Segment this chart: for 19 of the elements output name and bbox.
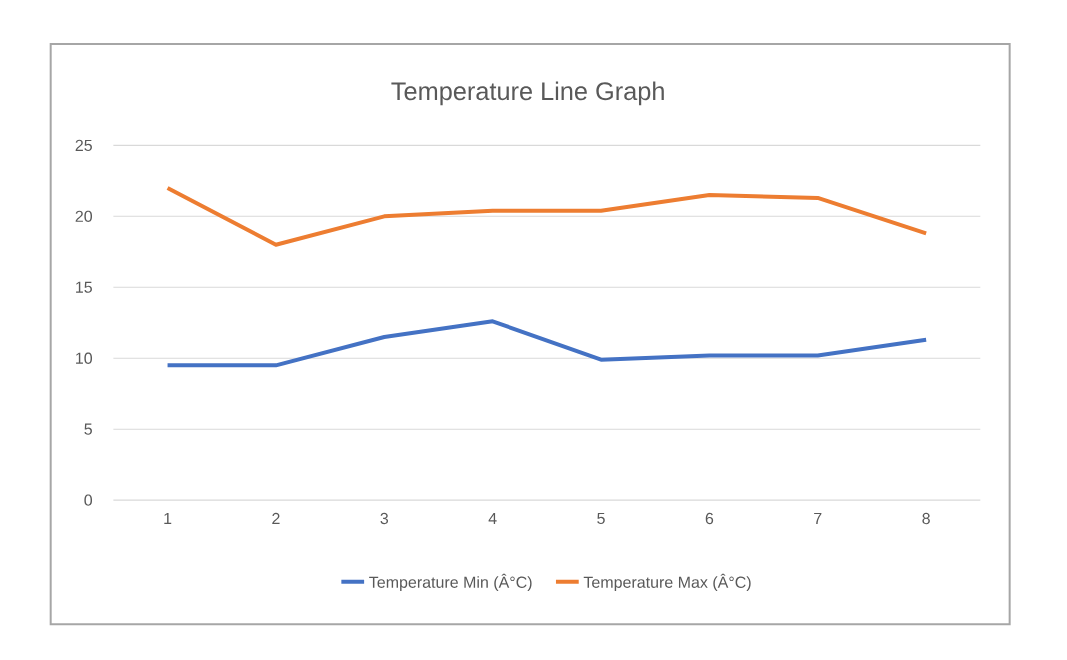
line-series <box>165 185 929 247</box>
y-tick-label: 20 <box>75 210 93 222</box>
legend-label: Temperature Min (Â°C) <box>369 573 532 591</box>
x-tick-label: 4 <box>488 512 497 524</box>
x-tick-label: 1 <box>164 512 172 524</box>
y-tick-label: 10 <box>76 352 93 364</box>
x-tick-label: 8 <box>922 512 930 525</box>
x-tick-label: 2 <box>272 512 280 524</box>
x-tick-label: 7 <box>814 512 822 524</box>
y-tick-label: 0 <box>84 494 93 506</box>
chart-title: Temperature Line Graph <box>391 81 664 106</box>
y-tick-label: 15 <box>76 281 92 293</box>
legend-label: Temperature Max (Â°C) <box>583 573 751 591</box>
y-tick-label: 5 <box>84 423 92 435</box>
x-tick-label: 6 <box>705 512 714 525</box>
y-tick-label: 25 <box>75 139 92 151</box>
line-series <box>165 319 929 368</box>
x-tick-label: 5 <box>597 512 605 524</box>
x-tick-label: 3 <box>380 512 389 525</box>
